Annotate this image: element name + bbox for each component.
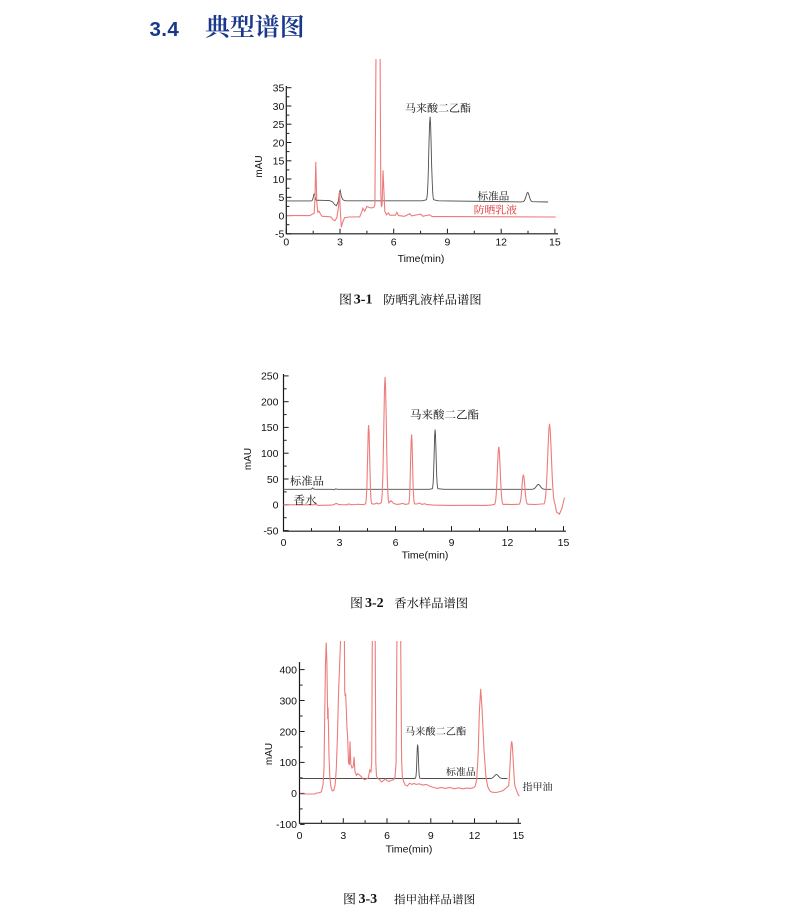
svg-text:9: 9 [428,830,434,842]
svg-text:50: 50 [267,474,279,486]
svg-text:150: 150 [261,422,279,434]
svg-text:mAU: mAU [264,743,275,765]
svg-text:Time(min): Time(min) [402,550,449,562]
svg-text:15: 15 [273,156,285,168]
svg-text:35: 35 [273,83,285,95]
svg-text:9: 9 [449,537,455,549]
svg-text:5: 5 [278,192,284,204]
svg-text:0: 0 [291,788,297,800]
svg-text:0: 0 [273,500,279,512]
svg-text:25: 25 [273,119,285,131]
svg-text:3: 3 [340,830,346,842]
svg-text:300: 300 [279,695,297,707]
svg-text:Time(min): Time(min) [398,253,445,265]
svg-text:3-1: 3-1 [354,293,373,308]
svg-text:9: 9 [444,237,450,249]
svg-text:15: 15 [558,537,570,549]
svg-text:-5: -5 [275,229,284,241]
svg-text:20: 20 [273,137,285,149]
svg-text:3.4: 3.4 [150,18,180,41]
svg-text:200: 200 [261,397,279,409]
svg-text:100: 100 [279,757,297,769]
svg-text:mAU: mAU [254,155,265,177]
svg-text:30: 30 [273,101,285,113]
svg-text:3-3: 3-3 [359,892,378,907]
svg-text:200: 200 [279,726,297,738]
svg-text:-50: -50 [263,525,278,537]
svg-text:6: 6 [391,237,397,249]
svg-text:12: 12 [469,830,481,842]
svg-text:Time(min): Time(min) [386,843,433,855]
svg-text:12: 12 [502,537,514,549]
svg-text:10: 10 [273,174,285,186]
svg-text:0: 0 [278,210,284,222]
svg-text:0: 0 [281,537,287,549]
svg-text:-100: -100 [276,819,297,831]
svg-text:0: 0 [283,237,289,249]
svg-text:12: 12 [495,237,507,249]
svg-text:0: 0 [297,830,303,842]
svg-text:100: 100 [261,448,279,460]
svg-text:6: 6 [384,830,390,842]
svg-text:3-2: 3-2 [365,596,384,611]
svg-text:mAU: mAU [243,448,254,470]
svg-text:3: 3 [337,237,343,249]
svg-text:15: 15 [512,830,524,842]
svg-text:400: 400 [279,664,297,676]
svg-text:6: 6 [393,537,399,549]
svg-text:15: 15 [549,237,561,249]
svg-text:250: 250 [261,371,279,383]
svg-text:3: 3 [337,537,343,549]
